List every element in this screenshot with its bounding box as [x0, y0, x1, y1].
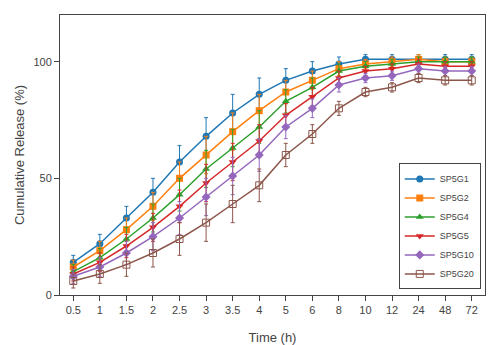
- svg-text:50: 50: [40, 172, 52, 184]
- svg-text:SP5G5: SP5G5: [440, 231, 469, 241]
- svg-text:Cumulative Release (%): Cumulative Release (%): [12, 85, 27, 225]
- svg-text:3.5: 3.5: [225, 304, 240, 316]
- svg-text:0: 0: [46, 289, 52, 301]
- svg-text:1: 1: [97, 304, 103, 316]
- svg-text:Time (h): Time (h): [249, 330, 297, 345]
- svg-text:3: 3: [203, 304, 209, 316]
- svg-text:4: 4: [256, 304, 262, 316]
- svg-text:5: 5: [283, 304, 289, 316]
- svg-text:24: 24: [412, 304, 424, 316]
- svg-text:0.5: 0.5: [66, 304, 81, 316]
- svg-text:6: 6: [309, 304, 315, 316]
- svg-text:1.5: 1.5: [119, 304, 134, 316]
- svg-text:SP5G4: SP5G4: [440, 212, 469, 222]
- svg-text:SP5G2: SP5G2: [440, 193, 469, 203]
- svg-text:12: 12: [386, 304, 398, 316]
- svg-text:72: 72: [466, 304, 478, 316]
- svg-text:2: 2: [150, 304, 156, 316]
- svg-text:48: 48: [439, 304, 451, 316]
- svg-text:100: 100: [33, 56, 51, 68]
- svg-text:8: 8: [336, 304, 342, 316]
- svg-text:SP5G10: SP5G10: [440, 250, 474, 260]
- svg-text:SP5G20: SP5G20: [440, 269, 474, 279]
- svg-text:SP5G1: SP5G1: [440, 174, 469, 184]
- svg-text:10: 10: [359, 304, 371, 316]
- svg-text:2.5: 2.5: [172, 304, 187, 316]
